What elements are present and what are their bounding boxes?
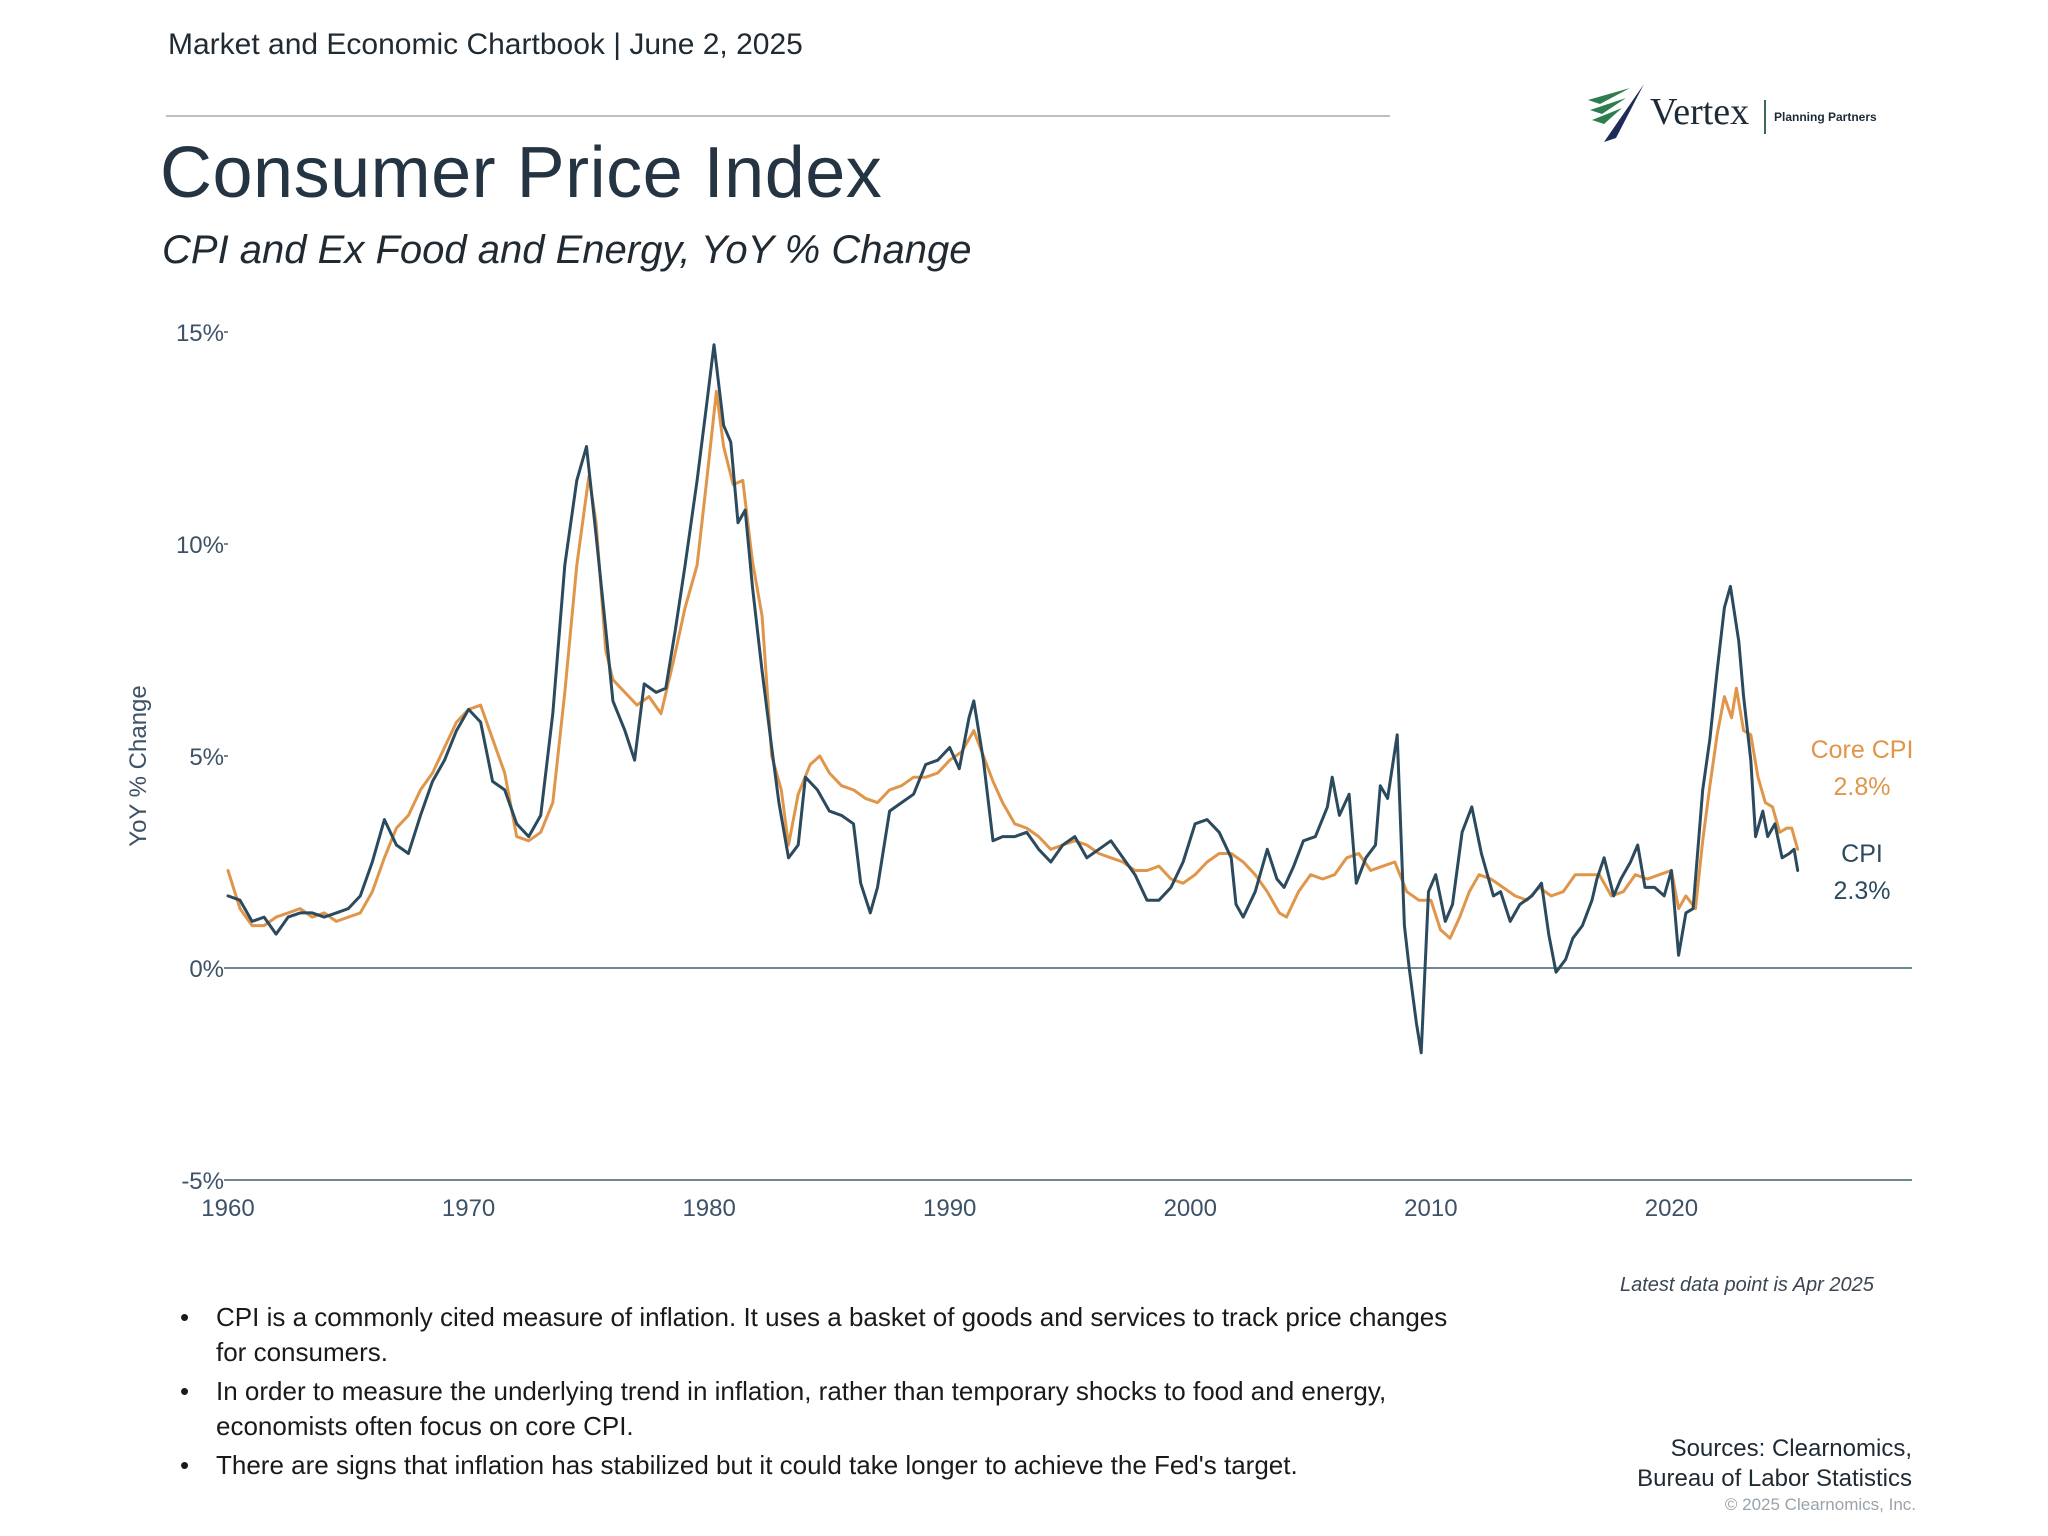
sources-line-1: Sources: Clearnomics, [1670, 1435, 1912, 1462]
x-tick-label: 2010 [1404, 1195, 1457, 1222]
bullet-dot-icon: • [180, 1450, 190, 1480]
cpi-label: CPI [1841, 840, 1883, 868]
y-tick-label: 0% [189, 956, 224, 983]
bullet-text: There are signs that inflation has stabi… [216, 1450, 1298, 1480]
core-cpi-label: Core CPI [1811, 736, 1914, 764]
copyright: © 2025 Clearnomics, Inc. [1724, 1495, 1916, 1514]
bullet-item: • In order to measure the underlying tren… [170, 1374, 1470, 1444]
series-line-core-cpi [226, 389, 1800, 940]
page-subtitle: CPI and Ex Food and Energy, YoY % Change [162, 228, 972, 272]
core-cpi-value-label: 2.8% [1834, 773, 1891, 801]
x-tick-label: 2000 [1164, 1195, 1217, 1222]
x-tick-label: 1960 [201, 1195, 254, 1222]
logo-tagline: Planning Partners [1774, 110, 1877, 124]
y-tick-label: 5% [189, 744, 224, 771]
x-tick-label: 1990 [923, 1195, 976, 1222]
bullet-dot-icon: • [180, 1376, 190, 1406]
bullet-text: CPI is a commonly cited measure of infla… [216, 1302, 1448, 1367]
bullet-item: • CPI is a commonly cited measure of infl… [170, 1300, 1470, 1370]
series-line-cpi [226, 343, 1800, 1055]
vertex-logo-mark-icon [1588, 84, 1644, 142]
bullet-list: • CPI is a commonly cited measure of infl… [170, 1300, 1470, 1487]
bullet-text: In order to measure the underlying trend… [216, 1376, 1387, 1441]
header-divider [166, 115, 1390, 117]
logo-brand: Vertex [1650, 91, 1750, 133]
sources: Sources: Clearnomics, Bureau of Labor St… [1637, 1434, 1912, 1494]
page-title: Consumer Price Index [160, 133, 883, 213]
bullet-dot-icon: • [180, 1302, 190, 1332]
cpi-value-label: 2.3% [1834, 877, 1891, 905]
bullet-item: • There are signs that inflation has stab… [170, 1448, 1470, 1483]
y-tick-label: 15% [176, 320, 224, 347]
chartbook-header: Market and Economic Chartbook | June 2, … [168, 28, 803, 61]
x-tick-label: 1970 [442, 1195, 495, 1222]
x-tick-label: 2020 [1645, 1195, 1698, 1222]
y-tick-label: -5% [181, 1168, 224, 1195]
logo-separator [1764, 100, 1766, 134]
y-tick-label: 10% [176, 532, 224, 559]
vertex-logo: Vertex Planning Partners [1586, 80, 1896, 150]
x-tick-label: 1980 [682, 1195, 735, 1222]
sources-line-2: Bureau of Labor Statistics [1637, 1465, 1912, 1492]
y-axis-label: YoY % Change [125, 685, 152, 846]
latest-data-note: Latest data point is Apr 2025 [1620, 1274, 1874, 1296]
